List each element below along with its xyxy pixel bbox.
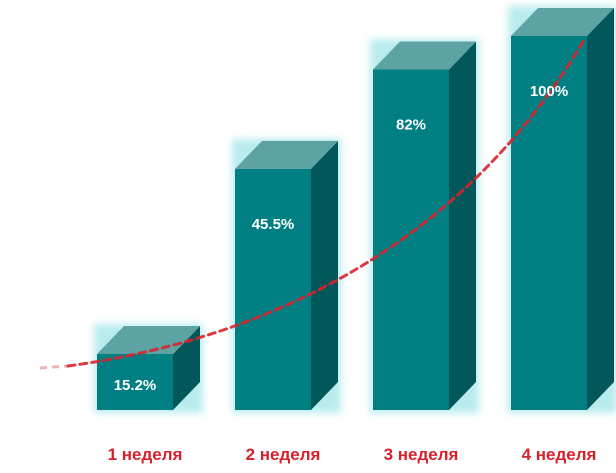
bar-front-face [373,69,449,411]
labels-layer: 15.2% 1 неделя 45.5% 2 неделя 82% 3 неделя 100… [108,83,597,464]
value-label: 15.2% [114,377,157,394]
bar-front-face [97,354,173,410]
bar-side-face [311,140,338,410]
trend-curve-tail [39,364,69,370]
category-label: 4 неделя [522,445,597,464]
trend-curve [66,38,586,368]
value-label: 82% [396,116,426,133]
value-label: 45.5% [252,216,295,233]
bar-2 [232,138,341,413]
category-label: 1 неделя [108,445,183,464]
bar-3 [370,39,479,414]
trendline-layer [39,38,586,370]
bar-top-face [511,8,614,36]
bar-4 [508,6,616,413]
bar-top-face [235,140,338,169]
bar-front-face [511,36,587,410]
bar-1 [94,324,203,413]
bars-layer [94,6,616,414]
value-label: 100% [530,83,568,100]
bar-side-face [587,8,614,410]
category-label: 2 неделя [246,445,321,464]
bar-top-face [97,326,200,354]
bar-front-face [235,168,311,410]
bar-top-face [373,41,476,70]
bar-side-face [449,41,476,411]
category-label: 3 неделя [384,445,459,464]
